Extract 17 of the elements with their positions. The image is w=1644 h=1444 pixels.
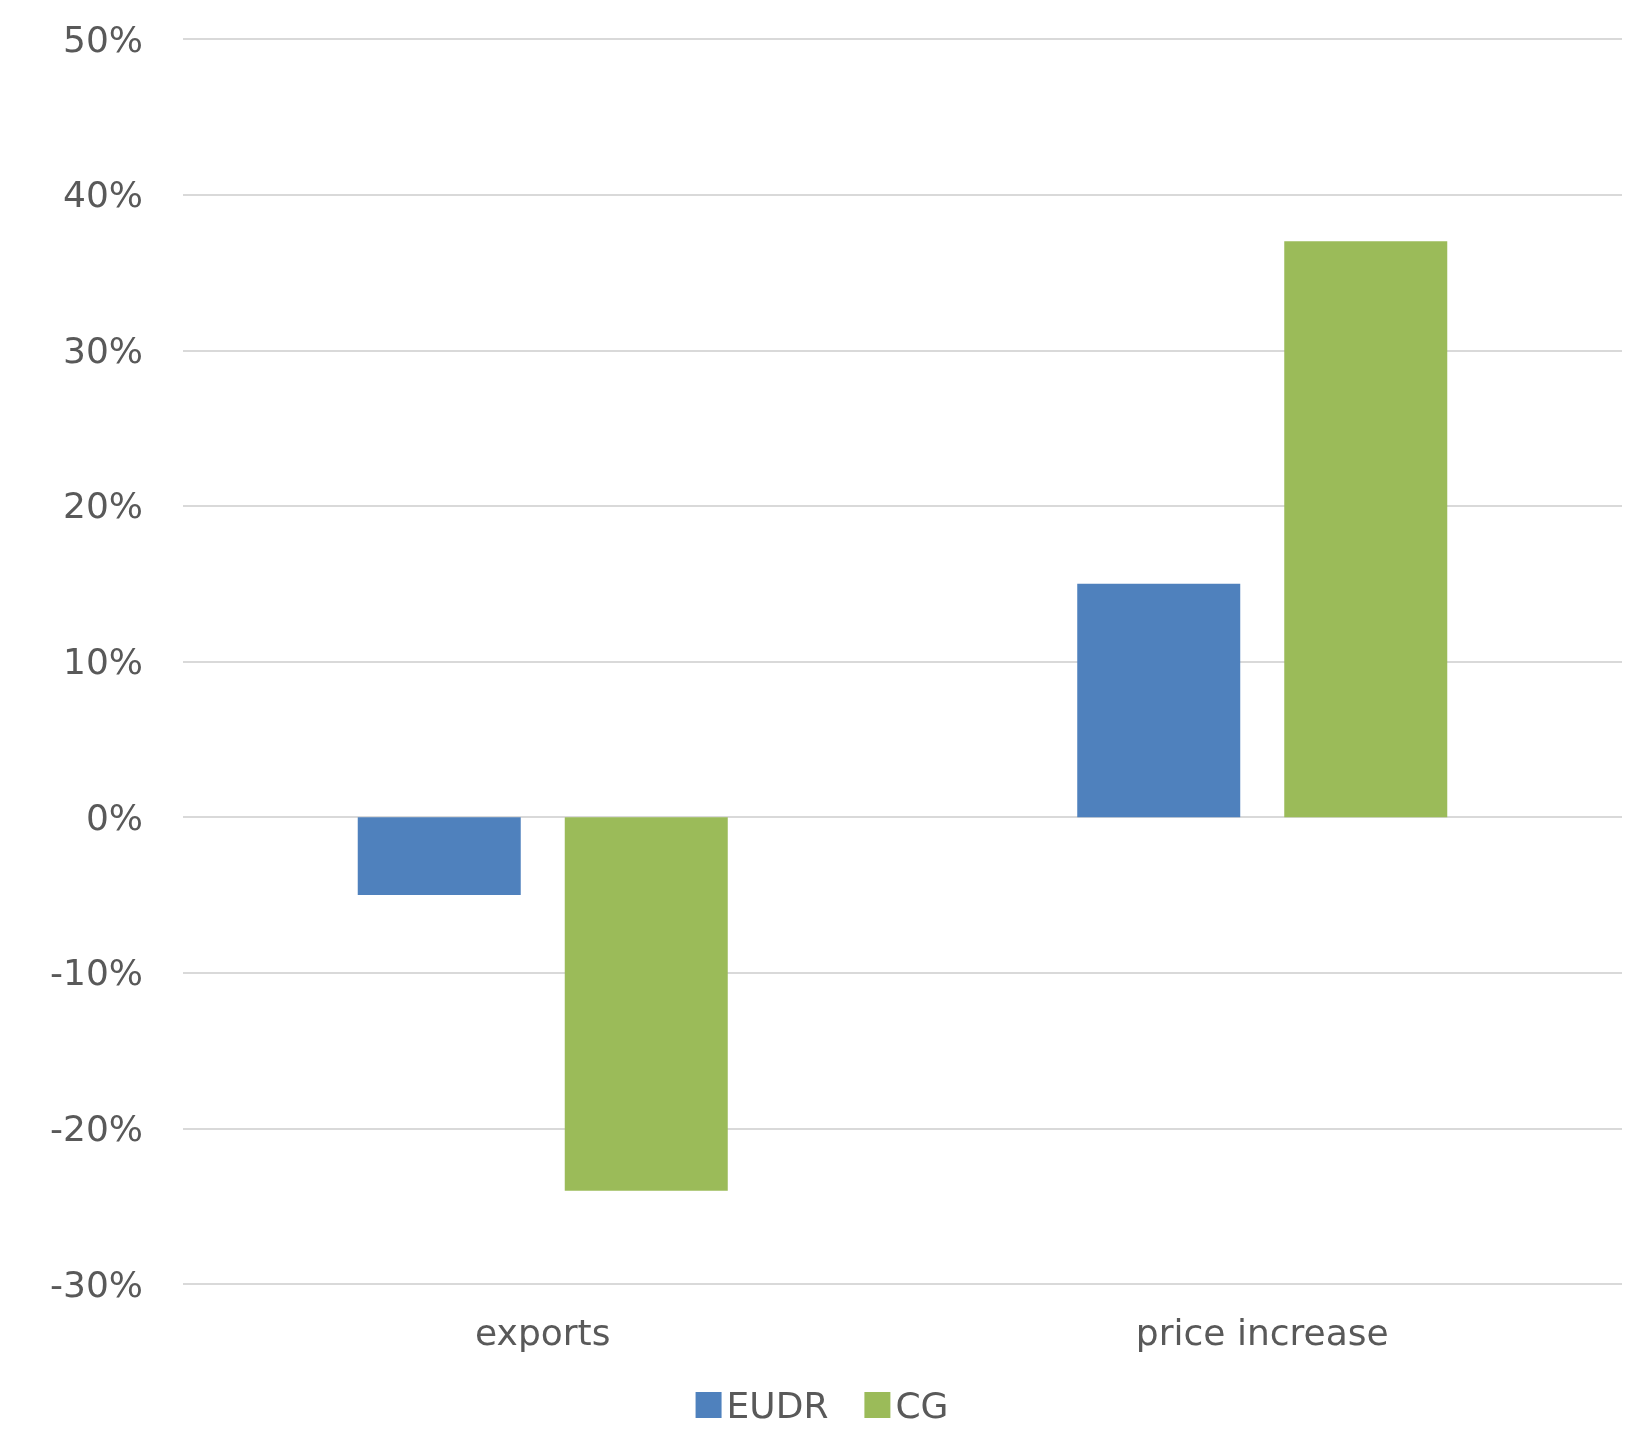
y-tick-label: 30%: [62, 329, 143, 371]
y-tick-label: 40%: [62, 174, 143, 216]
x-tick-label: exports: [475, 1311, 611, 1353]
y-tick-label: 10%: [62, 641, 143, 682]
y-tick-label: -30%: [49, 1263, 143, 1305]
y-tick-label: -10%: [49, 952, 143, 994]
legend-label: EUDR: [726, 1384, 829, 1426]
y-tick-label: -20%: [49, 1107, 143, 1149]
bar: [1284, 241, 1448, 818]
bar: [564, 817, 728, 1191]
legend-label: CG: [895, 1384, 949, 1426]
y-tick-label: 20%: [62, 485, 143, 527]
x-tick-label: price increase: [1135, 1311, 1389, 1353]
bar: [357, 817, 521, 895]
y-tick-label: 50%: [62, 18, 143, 60]
y-tick-label: 0%: [85, 796, 143, 838]
bar: [1077, 583, 1241, 818]
